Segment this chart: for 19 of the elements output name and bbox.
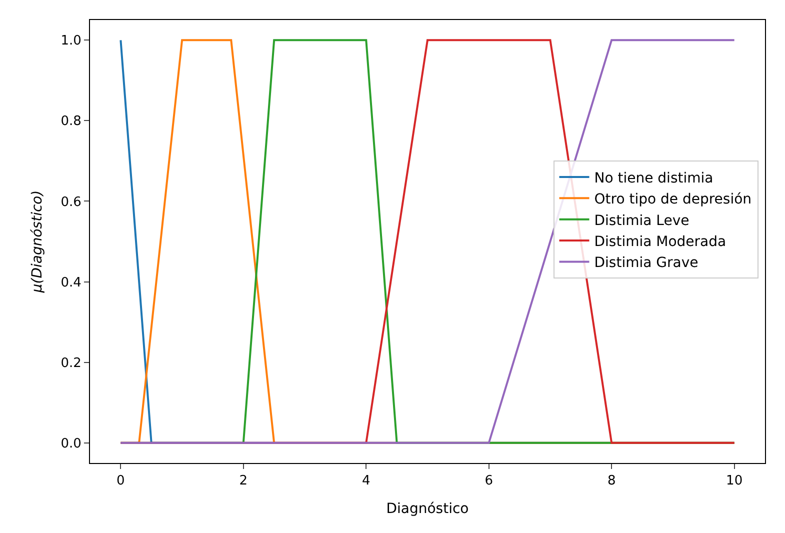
y-tick-label: 0.2 — [60, 356, 82, 371]
y-tick-label: 0.0 — [60, 436, 82, 452]
x-tick-label: 4 — [362, 474, 370, 489]
x-tick-label: 0 — [116, 474, 125, 489]
y-tick-label: 0.8 — [60, 114, 82, 130]
x-tick-label: 10 — [726, 474, 743, 489]
x-tick-label: 6 — [484, 474, 493, 489]
x-tick-label: 8 — [607, 474, 616, 489]
legend-label: Distimia Leve — [594, 212, 690, 229]
legend-label: Otro tipo de depresión — [594, 192, 752, 208]
legend-label: No tiene distimia — [594, 170, 714, 186]
y-tick-label: 0.6 — [60, 194, 82, 210]
y-tick-label: 0.4 — [60, 275, 82, 290]
x-tick-label: 2 — [239, 474, 248, 489]
y-tick-label: 1.0 — [60, 34, 82, 49]
x-axis-title: Diagnóstico — [386, 500, 469, 517]
y-axis-title: μ(Diagnóstico) — [29, 190, 46, 294]
legend-label: Distimia Moderada — [594, 234, 726, 250]
legend-label: Distimia Grave — [594, 255, 698, 272]
